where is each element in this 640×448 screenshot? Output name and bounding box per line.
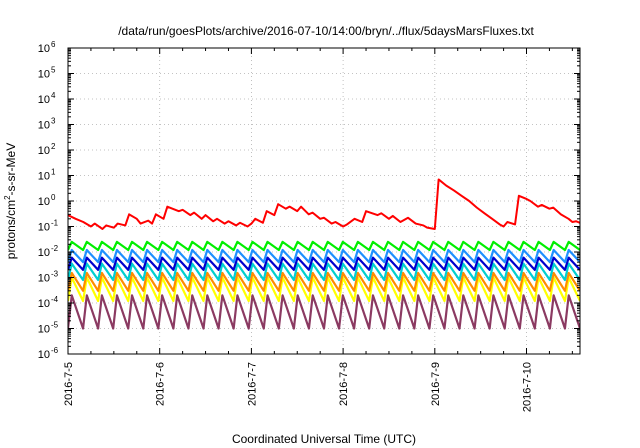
series-line-4 [68,256,580,271]
y-tick-label: 10 [38,145,50,157]
y-tick-label-exp: 5 [51,66,56,75]
y-tick-label: 10 [38,196,50,208]
y-tick-label-base: 10 [38,43,50,55]
x-tick-label: 2016-7-10 [522,362,534,412]
x-tick-label: 2016-7-6 [155,362,167,406]
chart-title: /data/run/goesPlots/archive/2016-07-10/1… [118,24,534,38]
series-line-2 [68,240,580,252]
y-tick-label-exp: -5 [51,321,59,330]
y-tick-label-base: 10 [38,94,50,106]
y-tick-label-base: 10 [38,324,50,336]
y-axis-label-prefix: protons/cm [4,200,18,259]
x-tick-label: 2016-7-5 [63,362,75,406]
y-tick-label: 10 [38,69,50,81]
x-tick-label: 2016-7-7 [246,362,258,406]
x-axis-ticks: 2016-7-5 2016-7-6 2016-7-7 2016-7-8 2016-7-9… [63,48,573,412]
series-line-7 [68,276,580,303]
y-tick-label: 10 [38,349,50,361]
series-lines [68,178,580,330]
y-axis-label-suffix: -s-sr-MeV [4,143,18,196]
y-tick-label: 10 [38,247,50,259]
y-tick-label-base: 10 [38,273,50,285]
y-tick-label: 10 [38,43,50,55]
series-line-1 [68,178,580,230]
y-tick-label-exp: -1 [51,219,59,228]
y-tick-label-base: 10 [38,196,50,208]
y-tick-label-exp: 0 [51,193,56,202]
series-line-3 [68,248,580,264]
y-tick-label-base: 10 [38,145,50,157]
series-line-6 [68,271,580,292]
y-tick-label: 10 [38,273,50,285]
series-line-8 [68,294,580,330]
y-tick-label: 10 [38,298,50,310]
y-tick-label-exp: -3 [51,270,59,279]
y-tick-label-exp: 2 [51,142,56,151]
y-axis-label: protons/cm2-s-sr-MeV [3,143,18,259]
y-tick-label: 10 [38,94,50,106]
x-tick-label: 2016-7-8 [338,362,350,406]
y-tick-label: 10 [38,222,50,234]
y-tick-label: 10 [38,171,50,183]
series-line-5 [68,262,580,282]
x-tick-label: 2016-7-9 [430,362,442,406]
y-tick-label-base: 10 [38,120,50,132]
y-tick-label-base: 10 [38,171,50,183]
y-axis-ticks: 10 -610 -510 -410 -310 -210 -110 010 110 210 310 41… [38,40,580,361]
y-tick-label-exp: -4 [51,295,59,304]
y-tick-label-exp: -2 [51,244,59,253]
x-axis-label: Coordinated Universal Time (UTC) [232,432,416,446]
y-tick-label-base: 10 [38,69,50,81]
y-tick-label-exp: 6 [51,40,56,49]
y-tick-label: 10 [38,120,50,132]
y-axis-label-sup: 2 [3,195,12,200]
y-tick-label-base: 10 [38,298,50,310]
y-tick-label-exp: 3 [51,117,56,126]
y-tick-label-base: 10 [38,222,50,234]
y-tick-label-exp: 1 [51,168,56,177]
y-tick-label-exp: 4 [51,91,56,100]
y-tick-label-base: 10 [38,247,50,259]
y-tick-label-exp: -6 [51,346,59,355]
y-tick-label: 10 [38,324,50,336]
y-tick-label-base: 10 [38,349,50,361]
